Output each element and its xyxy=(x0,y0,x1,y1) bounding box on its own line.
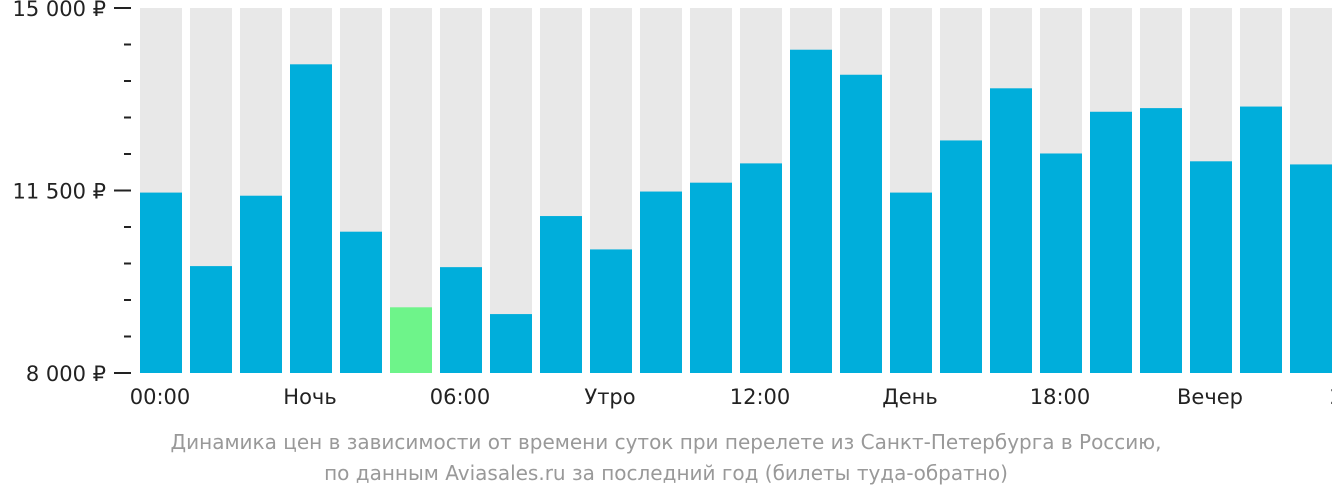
x-tick-label: Ночь xyxy=(283,385,336,409)
bar-07:00[interactable] xyxy=(490,314,532,373)
bar-08:00[interactable] xyxy=(540,216,582,373)
x-tick-label: Утро xyxy=(584,385,635,409)
x-tick-label: Вечер xyxy=(1177,385,1243,409)
bars-group xyxy=(140,8,1332,374)
bar-15:00[interactable] xyxy=(890,192,932,373)
y-tick-label: 11 500 ₽ xyxy=(12,180,106,204)
bar-09:00[interactable] xyxy=(590,249,632,373)
bar-17:00[interactable] xyxy=(990,88,1032,374)
bar-23:00[interactable] xyxy=(1290,164,1332,373)
bar-06:00[interactable] xyxy=(440,267,482,373)
y-tick-label: 8 000 ₽ xyxy=(26,362,106,386)
x-tick-label: 06:00 xyxy=(430,385,491,409)
x-axis: 00:00 Ночь 06:00 Утро 12:00 День 18:00 Вечер 24:… xyxy=(130,385,1332,409)
bar-12:00[interactable] xyxy=(740,163,782,373)
bar-13:00[interactable] xyxy=(790,49,832,373)
bar-02:00[interactable] xyxy=(240,195,282,373)
bar-05:00[interactable] xyxy=(390,307,432,373)
bar-background xyxy=(490,8,532,373)
bar-00:00[interactable] xyxy=(140,192,182,373)
bar-16:00[interactable] xyxy=(940,140,982,373)
bar-03:00[interactable] xyxy=(290,64,332,374)
x-tick-label: 18:00 xyxy=(1030,385,1091,409)
x-tick-label: 12:00 xyxy=(730,385,791,409)
bar-10:00[interactable] xyxy=(640,191,682,373)
bar-01:00[interactable] xyxy=(190,266,232,373)
bar-04:00[interactable] xyxy=(340,231,382,373)
x-tick-label: День xyxy=(882,385,937,409)
bar-18:00[interactable] xyxy=(1040,153,1082,373)
caption-line-1: Динамика цен в зависимости от времени су… xyxy=(170,430,1162,454)
bar-22:00[interactable] xyxy=(1240,106,1282,374)
x-tick-label: 24:00 xyxy=(1330,385,1332,409)
caption-line-2: по данным Aviasales.ru за последний год … xyxy=(324,461,1008,485)
bar-19:00[interactable] xyxy=(1090,111,1132,373)
bar-20:00[interactable] xyxy=(1140,108,1182,373)
bar-14:00[interactable] xyxy=(840,74,882,373)
y-axis: 15 000 ₽ 11 500 ₽ 8 000 ₽ xyxy=(12,0,131,386)
x-tick-label: 00:00 xyxy=(130,385,191,409)
bar-21:00[interactable] xyxy=(1190,161,1232,373)
y-tick-label: 15 000 ₽ xyxy=(12,0,106,21)
bar-11:00[interactable] xyxy=(690,182,732,373)
